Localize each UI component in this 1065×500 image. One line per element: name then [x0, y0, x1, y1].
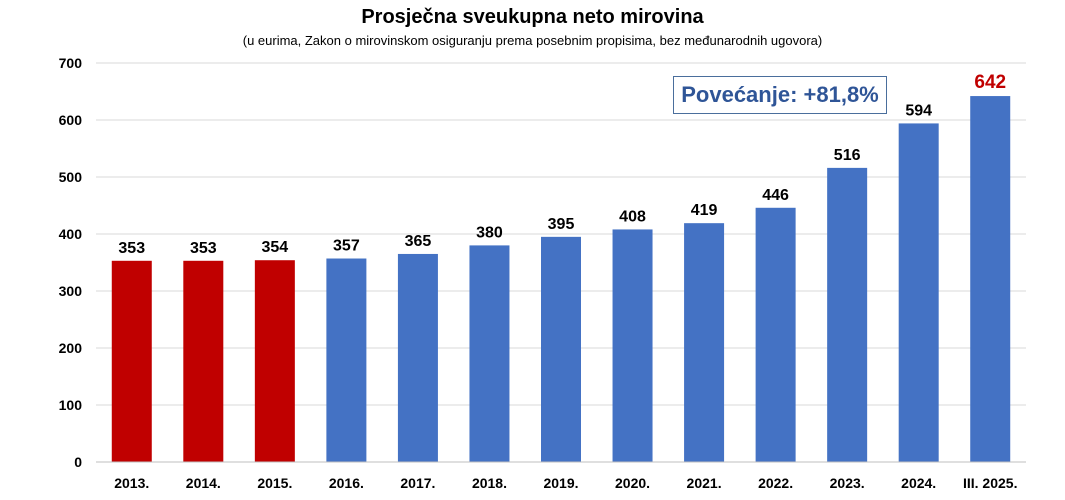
y-tick-label: 400 — [59, 226, 83, 242]
data-label: 357 — [333, 238, 360, 255]
bar — [254, 260, 295, 462]
x-tick-label: 2016. — [329, 475, 364, 491]
data-label: 380 — [476, 224, 503, 241]
data-label: 419 — [691, 202, 718, 219]
x-tick-label: 2015. — [257, 475, 292, 491]
bar — [469, 245, 510, 462]
bar — [397, 253, 438, 462]
data-label: 446 — [762, 187, 789, 204]
y-tick-label: 0 — [74, 454, 82, 470]
bar — [827, 167, 868, 462]
bar — [326, 258, 367, 462]
increase-annotation: Povećanje: +81,8% — [673, 76, 887, 114]
y-tick-label: 700 — [59, 55, 83, 71]
y-tick-label: 100 — [59, 397, 83, 413]
y-tick-label: 300 — [59, 283, 83, 299]
bar — [898, 123, 939, 463]
x-tick-label: III. 2025. — [963, 475, 1017, 491]
y-tick-label: 500 — [59, 169, 83, 185]
data-label: 353 — [118, 240, 145, 257]
data-label: 353 — [190, 240, 217, 257]
x-tick-label: 2022. — [758, 475, 793, 491]
bar — [541, 236, 581, 462]
x-tick-label: 2013. — [114, 475, 149, 491]
bar — [684, 223, 725, 462]
data-label: 594 — [905, 102, 932, 119]
data-label: 354 — [261, 239, 288, 256]
x-tick-label: 2024. — [901, 475, 936, 491]
bar — [111, 260, 152, 462]
x-tick-label: 2018. — [472, 475, 507, 491]
data-label: 365 — [405, 233, 432, 250]
x-tick-label: 2021. — [687, 475, 722, 491]
x-tick-label: 2023. — [830, 475, 865, 491]
x-tick-label: 2020. — [615, 475, 650, 491]
chart-subtitle: (u eurima, Zakon o mirovinskom osiguranj… — [242, 33, 823, 48]
x-tick-label: 2017. — [400, 475, 435, 491]
chart-title: Prosječna sveukupna neto mirovina — [361, 6, 704, 28]
bar — [612, 229, 653, 462]
data-label: 642 — [974, 72, 1006, 93]
y-tick-label: 600 — [59, 112, 83, 128]
bar — [970, 96, 1011, 462]
data-label: 408 — [619, 208, 646, 225]
x-tick-label: 2019. — [543, 475, 578, 491]
x-tick-label: 2014. — [186, 475, 221, 491]
bar — [755, 207, 796, 462]
data-label: 516 — [834, 147, 861, 164]
data-label: 395 — [548, 216, 575, 233]
bar — [183, 260, 224, 462]
y-tick-label: 200 — [59, 340, 83, 356]
